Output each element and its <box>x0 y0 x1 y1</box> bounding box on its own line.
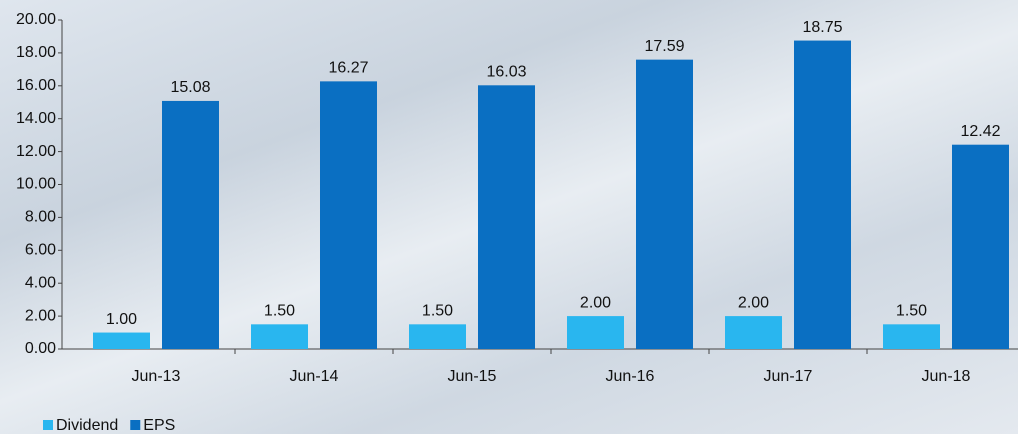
value-label: 1.00 <box>106 311 137 328</box>
bar <box>162 100 219 350</box>
y-tick-label: 8.00 <box>25 209 56 226</box>
legend-swatch <box>130 420 141 430</box>
value-label: 1.50 <box>422 303 453 320</box>
y-tick-label: 6.00 <box>25 242 56 259</box>
bar <box>883 324 940 349</box>
x-tick-label: Jun-17 <box>764 368 813 385</box>
value-label: 2.00 <box>580 294 611 311</box>
y-tick-label: 18.00 <box>16 44 56 61</box>
value-label: 16.27 <box>328 60 368 77</box>
value-label: 2.00 <box>738 294 769 311</box>
y-tick-label: 4.00 <box>25 274 56 291</box>
bar <box>478 85 535 349</box>
bar <box>952 144 1009 349</box>
value-label: 17.59 <box>644 38 684 55</box>
y-tick-label: 0.00 <box>25 340 56 357</box>
value-label: 18.75 <box>802 19 842 36</box>
bar <box>409 324 466 349</box>
x-tick-label: Jun-14 <box>290 368 339 385</box>
bar <box>725 316 782 349</box>
x-tick-label: Jun-18 <box>922 368 971 385</box>
value-label: 12.42 <box>960 123 1000 140</box>
y-tick-label: 14.00 <box>16 110 56 127</box>
x-tick-label: Jun-13 <box>132 368 181 385</box>
legend-label: Dividend <box>56 417 118 434</box>
x-tick-label: Jun-16 <box>606 368 655 385</box>
bar <box>567 316 624 349</box>
legend-label: EPS <box>143 417 175 434</box>
bar <box>794 40 851 349</box>
bar <box>251 324 308 349</box>
y-tick-label: 10.00 <box>16 176 56 193</box>
value-label: 1.50 <box>264 303 295 320</box>
y-tick-label: 16.00 <box>16 77 56 94</box>
legend-swatch <box>43 420 53 430</box>
value-label: 15.08 <box>170 79 210 96</box>
y-tick-label: 20.00 <box>16 11 56 28</box>
y-tick-label: 2.00 <box>25 307 56 324</box>
value-label: 1.50 <box>896 303 927 320</box>
bar <box>93 332 150 349</box>
bar <box>636 59 693 349</box>
bar <box>320 81 377 350</box>
value-label: 16.03 <box>486 64 526 81</box>
x-tick-label: Jun-15 <box>448 368 497 385</box>
y-tick-label: 12.00 <box>16 143 56 160</box>
